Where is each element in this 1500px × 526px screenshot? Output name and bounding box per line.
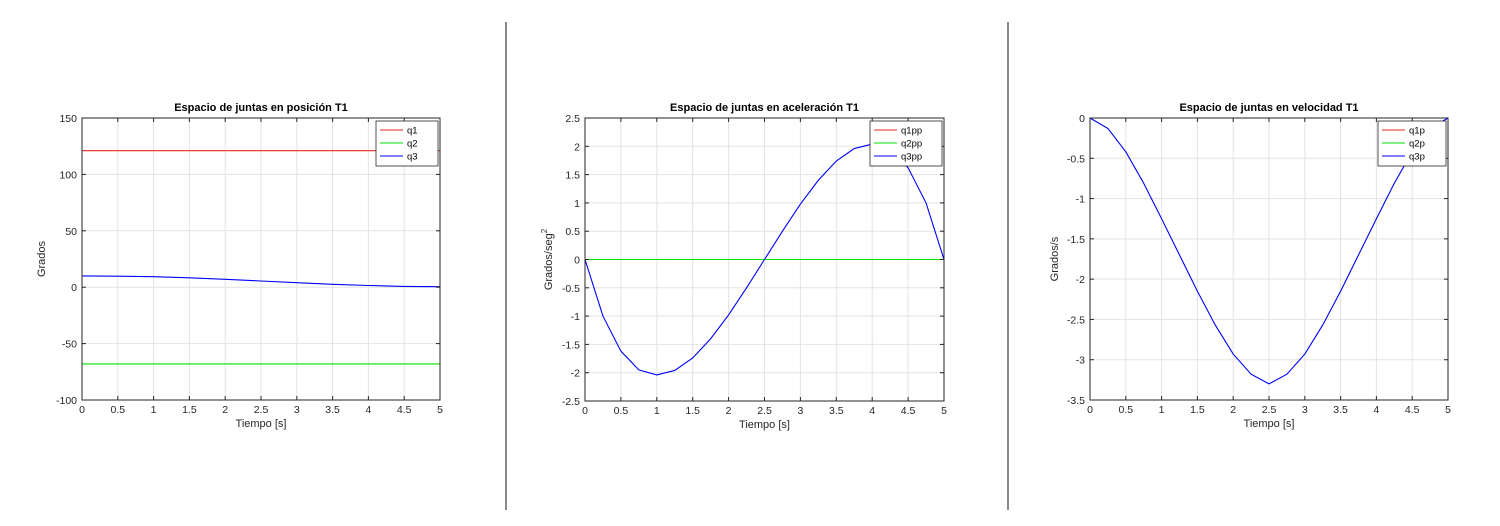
x-tick-label: 4.5 — [1405, 404, 1420, 416]
legend-label-q1p: q1p — [1409, 126, 1425, 137]
x-tick-label: 1 — [654, 405, 660, 417]
x-axis-label: Tiempo [s] — [1244, 418, 1295, 430]
legend-label-q2pp: q2pp — [901, 139, 922, 150]
legend-label-q3pp: q3pp — [901, 152, 922, 163]
y-tick-label: 50 — [65, 226, 77, 238]
x-tick-label: 1 — [151, 404, 157, 416]
x-tick-label: 0.5 — [1118, 404, 1133, 416]
x-tick-label: 3.5 — [325, 404, 340, 416]
x-tick-label: 3.5 — [829, 405, 844, 417]
x-tick-label: 2.5 — [757, 405, 772, 417]
y-tick-label: -3.5 — [1067, 395, 1085, 407]
y-tick-label: 0 — [71, 282, 77, 294]
panel-divider-right — [1007, 22, 1009, 510]
y-axis-label: Grados — [36, 240, 48, 277]
chart-title: Espacio de juntas en aceleración T1 — [670, 102, 859, 114]
y-tick-label: -50 — [62, 339, 77, 351]
x-tick-label: 3 — [1302, 404, 1308, 416]
legend-label-q3: q3 — [407, 152, 418, 163]
x-tick-label: 0.5 — [110, 404, 125, 416]
legend-label-q2: q2 — [407, 139, 418, 150]
chart-title: Espacio de juntas en posición T1 — [174, 102, 348, 114]
series-line-q3p — [1089, 117, 1449, 385]
x-tick-label: 2.5 — [1262, 404, 1277, 416]
x-tick-label: 1.5 — [182, 404, 197, 416]
x-tick-label: 3.5 — [1333, 404, 1348, 416]
y-tick-label: 0 — [574, 255, 580, 267]
y-tick-label: 1.5 — [565, 170, 580, 182]
y-tick-label: 100 — [59, 169, 77, 181]
y-tick-label: 1 — [574, 198, 580, 210]
y-tick-label: -1 — [1076, 194, 1085, 206]
y-tick-label: -3 — [1076, 355, 1085, 367]
y-tick-label: -1.5 — [562, 339, 580, 351]
y-tick-label: 2.5 — [565, 113, 580, 125]
y-tick-label: -2.5 — [562, 396, 580, 408]
panel-divider-left — [505, 22, 507, 510]
chart-velocity: 0 0.5 1 1.5 2 2.5 3 3.5 4 4.5 5 -3.5 -3 -2.5 -2 -1.5 -1 -… — [1049, 102, 1451, 430]
x-tick-label: 4 — [869, 405, 875, 417]
x-tick-label: 0 — [79, 404, 85, 416]
x-tick-label: 1.5 — [1190, 404, 1205, 416]
y-axis-label: Grados/s — [1049, 236, 1061, 281]
x-tick-label: 5 — [941, 405, 947, 417]
x-tick-label: 2 — [726, 405, 732, 417]
legend-label-q3p: q3p — [1409, 152, 1425, 163]
x-tick-label: 3 — [797, 405, 803, 417]
y-tick-label: 0 — [1079, 113, 1085, 125]
x-tick-label: 5 — [437, 404, 443, 416]
y-axis-label: Grados/seg2 — [540, 228, 555, 290]
y-tick-label: -1 — [571, 311, 580, 323]
y-tick-label: -0.5 — [1067, 153, 1085, 165]
y-tick-label: -2.5 — [1067, 314, 1085, 326]
legend-label-q2p: q2p — [1409, 139, 1425, 150]
x-tick-label: 0 — [582, 405, 588, 417]
x-axis-label: Tiempo [s] — [236, 418, 287, 430]
y-tick-label: -0.5 — [562, 283, 580, 295]
y-tick-label: -2 — [571, 368, 580, 380]
x-tick-label: 2 — [1230, 404, 1236, 416]
y-tick-label: 2 — [574, 141, 580, 153]
x-tick-label: 4.5 — [397, 404, 412, 416]
x-tick-label: 0 — [1087, 404, 1093, 416]
chart-position: 0 0.5 1 1.5 2 2.5 3 3.5 4 4.5 5 -100 -50 0 50 100 150 Esp… — [36, 102, 443, 430]
x-tick-label: 1.5 — [685, 405, 700, 417]
legend-label-q1: q1 — [407, 126, 418, 137]
x-tick-label: 5 — [1445, 404, 1451, 416]
series-line-q3 — [81, 275, 441, 288]
chart-acceleration: 0 0.5 1 1.5 2 2.5 3 3.5 4 4.5 5 -2.5 -2 -1.5 -1 -0.5 0 0.… — [540, 102, 947, 431]
y-tick-label: 0.5 — [565, 226, 580, 238]
y-axis-label-text: Grados — [36, 240, 48, 277]
x-tick-label: 2.5 — [254, 404, 269, 416]
x-tick-label: 4 — [1373, 404, 1379, 416]
y-tick-label: -2 — [1076, 274, 1085, 286]
y-axis-label-superscript: 2 — [540, 228, 549, 233]
y-axis-label-text: Grados/s — [1049, 236, 1061, 281]
x-tick-label: 3 — [294, 404, 300, 416]
x-tick-label: 4.5 — [901, 405, 916, 417]
legend-label-q1pp: q1pp — [901, 126, 922, 137]
y-tick-label: -1.5 — [1067, 234, 1085, 246]
x-tick-label: 1 — [1159, 404, 1165, 416]
x-tick-label: 2 — [222, 404, 228, 416]
y-axis-label-text: Grados/seg — [543, 233, 555, 290]
y-tick-label: 150 — [59, 113, 77, 125]
chart-title: Espacio de juntas en velocidad T1 — [1179, 102, 1358, 114]
x-tick-label: 4 — [365, 404, 371, 416]
legend-box — [1377, 120, 1447, 167]
x-axis-label: Tiempo [s] — [739, 419, 790, 431]
y-tick-label: -100 — [56, 395, 77, 407]
x-tick-label: 0.5 — [614, 405, 629, 417]
